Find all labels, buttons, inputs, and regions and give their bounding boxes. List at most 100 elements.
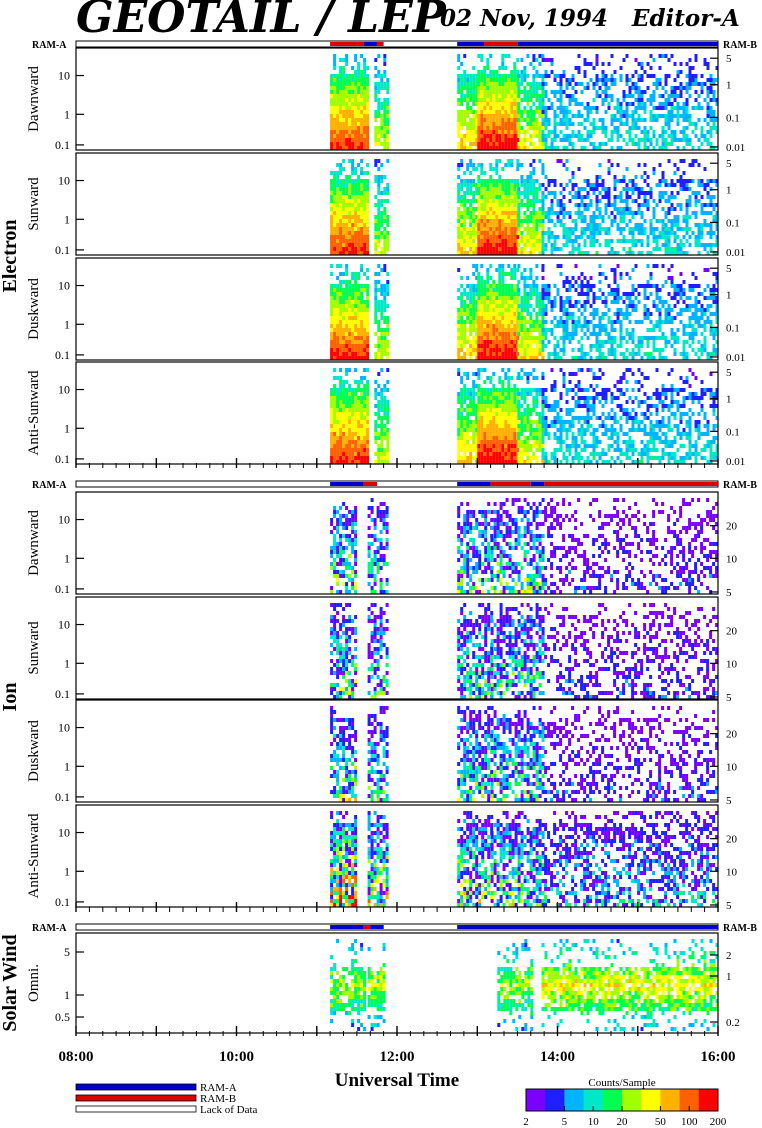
spectrogram-cell bbox=[631, 243, 635, 247]
spectrogram-cell bbox=[348, 94, 352, 98]
spectrogram-cell bbox=[703, 348, 707, 352]
spectrogram-cell bbox=[676, 340, 680, 344]
spectrogram-cell bbox=[339, 231, 343, 235]
spectrogram-cell bbox=[513, 336, 517, 340]
spectrogram-cell bbox=[363, 146, 367, 150]
spectrogram-cell bbox=[339, 94, 343, 98]
spectrogram-cell bbox=[583, 62, 587, 66]
spectrogram-cell bbox=[616, 106, 620, 110]
spectrogram-cell bbox=[492, 231, 496, 235]
spectrogram-cell bbox=[529, 86, 533, 90]
spectrogram-cell bbox=[357, 300, 361, 304]
spectrogram-cell bbox=[477, 280, 481, 284]
spectrogram-cell bbox=[348, 191, 352, 195]
spectrogram-cell bbox=[460, 276, 464, 280]
spectrogram-cell bbox=[682, 352, 686, 356]
spectrogram-cell bbox=[517, 356, 521, 360]
spectrogram-cell bbox=[486, 231, 490, 235]
spectrogram-cell bbox=[712, 243, 716, 247]
spectrogram-cell bbox=[480, 332, 484, 336]
spectrogram-cell bbox=[363, 195, 367, 199]
spectrogram-cell bbox=[360, 142, 364, 146]
spectrogram-cell bbox=[486, 247, 490, 251]
spectrogram-cell bbox=[374, 304, 378, 308]
spectrogram-cell bbox=[342, 348, 346, 352]
spectrogram-cell bbox=[333, 408, 337, 412]
spectrogram-cell bbox=[510, 110, 514, 114]
spectrogram-cell bbox=[483, 86, 487, 90]
spectrogram-cell bbox=[715, 215, 719, 219]
spectrogram-cell bbox=[357, 102, 361, 106]
spectrogram-cell bbox=[529, 340, 533, 344]
spectrogram-cell bbox=[580, 288, 584, 292]
spectrogram-cell bbox=[480, 58, 484, 62]
spectrogram-cell bbox=[501, 336, 505, 340]
spectrogram-cell bbox=[565, 122, 569, 126]
spectrogram-cell bbox=[616, 211, 620, 215]
spectrogram-cell bbox=[553, 324, 557, 328]
spectrogram-cell bbox=[480, 94, 484, 98]
spectrogram-cell bbox=[360, 424, 364, 428]
spectrogram-cell bbox=[655, 142, 659, 146]
spectrogram-cell bbox=[679, 207, 683, 211]
spectrogram-cell bbox=[377, 142, 381, 146]
spectrogram-cell bbox=[574, 223, 578, 227]
spectrogram-cell bbox=[679, 296, 683, 300]
spectrogram-cell bbox=[703, 288, 707, 292]
spectrogram-cell bbox=[526, 187, 530, 191]
spectrogram-cell bbox=[342, 416, 346, 420]
spectrogram-cell bbox=[348, 239, 352, 243]
spectrogram-cell bbox=[532, 340, 536, 344]
spectrogram-cell bbox=[475, 94, 479, 98]
spectrogram-cell bbox=[520, 163, 524, 167]
spectrogram-cell bbox=[469, 146, 473, 150]
spectrogram-cell bbox=[495, 243, 499, 247]
spectrogram-cell bbox=[466, 207, 470, 211]
spectrogram-cell bbox=[383, 328, 387, 332]
spectrogram-cell bbox=[504, 348, 508, 352]
spectrogram-cell bbox=[586, 179, 590, 183]
spectrogram-cell bbox=[457, 167, 461, 171]
spectrogram-cell bbox=[330, 300, 334, 304]
spectrogram-cell bbox=[504, 98, 508, 102]
spectrogram-cell bbox=[601, 292, 605, 296]
spectrogram-cell bbox=[504, 106, 508, 110]
spectrogram-cell bbox=[498, 114, 502, 118]
spectrogram-cell bbox=[637, 300, 641, 304]
spectrogram-cell bbox=[682, 159, 686, 163]
spectrogram-cell bbox=[333, 300, 337, 304]
spectrogram-cell bbox=[664, 300, 668, 304]
spectrogram-cell bbox=[598, 272, 602, 276]
spectrogram-cell bbox=[715, 352, 719, 356]
spectrogram-cell bbox=[333, 86, 337, 90]
spectrogram-cell bbox=[559, 118, 563, 122]
spectrogram-cell bbox=[498, 98, 502, 102]
spectrogram-cell bbox=[541, 352, 545, 356]
spectrogram-cell bbox=[330, 404, 334, 408]
spectrogram-cell bbox=[628, 211, 632, 215]
spectrogram-cell bbox=[357, 436, 361, 440]
spectrogram-cell bbox=[495, 336, 499, 340]
spectrogram-cell bbox=[489, 138, 493, 142]
spectrogram-cell bbox=[664, 227, 668, 231]
spectrogram-cell bbox=[676, 122, 680, 126]
spectrogram-cell bbox=[571, 175, 575, 179]
spectrogram-cell bbox=[610, 134, 614, 138]
spectrogram-cell bbox=[622, 138, 626, 142]
spectrogram-cell bbox=[477, 344, 481, 348]
spectrogram-cell bbox=[469, 207, 473, 211]
spectrogram-cell bbox=[577, 134, 581, 138]
spectrogram-cell bbox=[374, 243, 378, 247]
spectrogram-cell bbox=[380, 118, 384, 122]
spectrogram-cell bbox=[486, 292, 490, 296]
spectrogram-cell bbox=[501, 292, 505, 296]
spectrogram-cell bbox=[652, 167, 656, 171]
spectrogram-cell bbox=[577, 247, 581, 251]
spectrogram-cell bbox=[366, 78, 370, 82]
spectrogram-cell bbox=[342, 227, 346, 231]
spectrogram-cell bbox=[345, 332, 349, 336]
spectrogram-cell bbox=[336, 436, 340, 440]
spectrogram-cell bbox=[336, 304, 340, 308]
spectrogram-cell bbox=[498, 348, 502, 352]
spectrogram-cell bbox=[480, 183, 484, 187]
